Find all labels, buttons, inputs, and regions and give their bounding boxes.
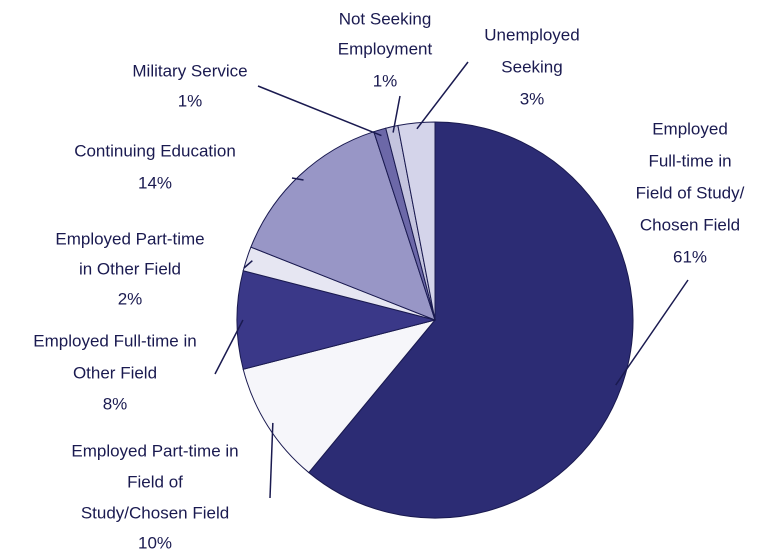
slice-label: in Other Field <box>79 259 181 278</box>
slice-label: Continuing Education <box>74 141 236 160</box>
value-label: 2% <box>118 289 143 308</box>
pie-slice <box>236 270 436 370</box>
value-label: 8% <box>103 394 128 413</box>
leader-line <box>269 422 274 499</box>
slice-label: Seeking <box>501 57 562 76</box>
slice-label: Military Service <box>132 61 247 80</box>
leader-line <box>243 260 253 269</box>
slice-label: Chosen Field <box>640 215 740 234</box>
slice-label: Employment <box>338 39 433 58</box>
value-label: 3% <box>520 89 545 108</box>
pie-slice <box>242 319 437 474</box>
slice-label: Employed Full-time in <box>33 331 196 350</box>
value-label: 61% <box>673 247 707 266</box>
value-label: 1% <box>373 71 398 90</box>
slice-label: Field of Study/ <box>636 183 745 202</box>
slice-label: Employed <box>652 119 728 138</box>
value-label: 10% <box>138 533 172 550</box>
value-label: 1% <box>178 91 203 110</box>
slice-label: Not Seeking <box>339 9 432 28</box>
slice-label: Study/Chosen Field <box>81 503 229 522</box>
leader-line <box>615 279 689 386</box>
value-label: 14% <box>138 173 172 192</box>
leader-line <box>291 177 304 181</box>
slice-label: Full-time in <box>648 151 731 170</box>
slice-label: Employed Part-time in <box>71 441 238 460</box>
slice-label: Employed Part-time <box>55 229 204 248</box>
leader-line <box>416 61 469 130</box>
pie-slice <box>308 121 634 519</box>
leader-line <box>214 319 244 375</box>
slice-label: Unemployed <box>484 25 579 44</box>
leader-line <box>392 95 401 133</box>
pie-slice <box>397 121 436 321</box>
slice-label: Other Field <box>73 363 157 382</box>
slice-label: Field of <box>127 472 183 491</box>
leader-line <box>257 85 382 137</box>
